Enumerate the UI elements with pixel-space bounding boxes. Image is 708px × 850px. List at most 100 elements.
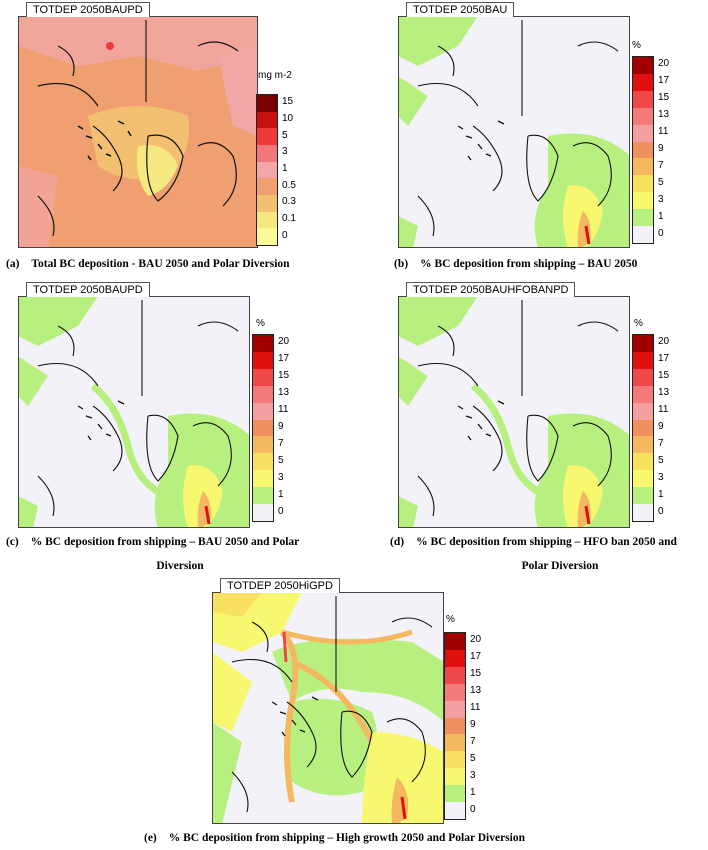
colorbar-tick-label: 13 [658,387,670,399]
caption-label-c: (c) [6,536,19,548]
colorbar-swatch [633,73,653,91]
colorbar-swatch [257,194,277,212]
colorbar-swatch [633,90,653,108]
colorbar-tick-label: 1 [278,488,284,500]
colorbar-tick-label: 11 [278,404,289,416]
colorbar-tick-label: 13 [470,685,482,697]
colorbar-swatch [253,335,273,352]
colorbar-tick-label: 0 [658,505,664,517]
colorbar-unit-a: mg m-2 [258,70,292,81]
colorbar-swatch [445,785,465,803]
colorbar-tick-label: 9 [658,143,664,154]
colorbar-tick-label: 13 [278,387,290,399]
colorbar-swatch [253,504,273,521]
colorbar-swatch [633,158,653,176]
panel-title-e: TOTDEP 2050HiGPD [220,578,340,593]
colorbar-tick-label: 5 [658,454,664,466]
colorbar-tick-label: 5 [278,454,284,466]
caption-text-b: % BC deposition from shipping – BAU 2050 [420,258,638,270]
colorbar-swatch [253,487,273,505]
colorbar-swatch [633,419,653,437]
colorbar-tick-label: 1 [282,163,288,174]
colorbar-tick-label: 10 [282,113,294,124]
colorbar-tick-label: 3 [658,193,664,205]
colorbar-swatch [445,666,465,684]
colorbar-swatch [257,228,277,245]
colorbar-swatch [445,768,465,786]
colorbar-tick-label: 17 [470,651,482,663]
colorbar-swatch [253,470,273,488]
colorbar-swatch [445,734,465,752]
colorbar-tick-label: 20 [278,336,290,348]
colorbar-tick-label: 3 [282,146,288,158]
colorbar-swatch [445,633,465,650]
deposition-field-e [212,592,444,824]
colorbar-unit-e: % [446,614,455,625]
colorbar-swatch [257,211,277,229]
colorbar-swatch [633,453,653,471]
colorbar-swatch [253,385,273,403]
colorbar-swatch [633,470,653,488]
caption-c-line2: Diversion [156,560,204,572]
map-d [398,296,630,528]
panel-title-d: TOTDEP 2050BAUHFOBANPD [406,282,576,297]
colorbar-tick-label: 7 [278,437,284,449]
caption-d: (d) % BC deposition from shipping – HFO b… [390,536,677,548]
map-b [398,16,630,248]
colorbar-swatch [633,368,653,386]
colorbar-swatch [445,649,465,667]
colorbar-tick-label: 17 [658,75,670,87]
colorbar-tick-label: 17 [278,353,290,365]
colorbar-swatch [445,802,465,819]
colorbar-swatch [633,226,653,243]
colorbar-tick-label: 0.5 [282,179,296,191]
colorbar-swatch [633,107,653,125]
deposition-field-d [398,296,630,528]
deposition-field-a [18,16,258,248]
colorbar-tick-label: 1 [470,786,476,798]
colorbar-swatch [633,192,653,210]
colorbar-tick-label: 7 [470,735,476,747]
colorbar-swatch [445,717,465,735]
caption-a: (a) Total BC deposition - BAU 2050 and Po… [6,258,290,270]
colorbar-swatch [257,161,277,179]
colorbar-tick-label: 9 [658,421,664,432]
colorbar-d [632,334,654,522]
colorbar-swatch [633,402,653,420]
colorbar-swatch [633,436,653,454]
colorbar-swatch [257,128,277,145]
colorbar-tick-label: 20 [658,58,670,70]
colorbar-swatch [633,57,653,74]
caption-text-d: % BC deposition from shipping – HFO ban … [416,536,677,548]
colorbar-swatch [253,453,273,471]
colorbar-swatch [257,178,277,195]
colorbar-swatch [633,351,653,369]
colorbar-unit-d: % [634,318,643,329]
caption-text-a: Total BC deposition - BAU 2050 and Polar… [31,258,290,270]
caption-text-e: % BC deposition from shipping – High gro… [168,832,526,844]
caption-label-d: (d) [390,536,405,548]
colorbar-swatch [445,751,465,769]
colorbar-tick-label: 0 [470,803,476,815]
panel-title-a: TOTDEP 2050BAUPD [26,2,150,17]
colorbar-swatch [253,436,273,454]
map-a [18,16,258,248]
colorbar-tick-label: 15 [658,92,670,104]
colorbar-unit-b: % [632,40,641,51]
colorbar-tick-label: 11 [658,126,669,138]
colorbar-unit-c: % [256,318,265,329]
colorbar-tick-label: 1 [658,210,664,222]
colorbar-tick-label: 15 [658,370,670,382]
caption-label-a: (a) [6,258,20,270]
colorbar-swatch [253,419,273,437]
colorbar-e [444,632,466,820]
colorbar-tick-label: 5 [470,752,476,764]
colorbar-tick-label: 20 [658,336,670,348]
colorbar-swatch [445,700,465,718]
panel-title-b: TOTDEP 2050BAU [406,2,515,17]
colorbar-tick-label: 1 [658,488,664,500]
colorbar-tick-label: 15 [282,96,294,108]
colorbar-tick-label: 7 [658,159,664,171]
colorbar-swatch [633,504,653,521]
colorbar-tick-label: 0 [278,505,284,517]
